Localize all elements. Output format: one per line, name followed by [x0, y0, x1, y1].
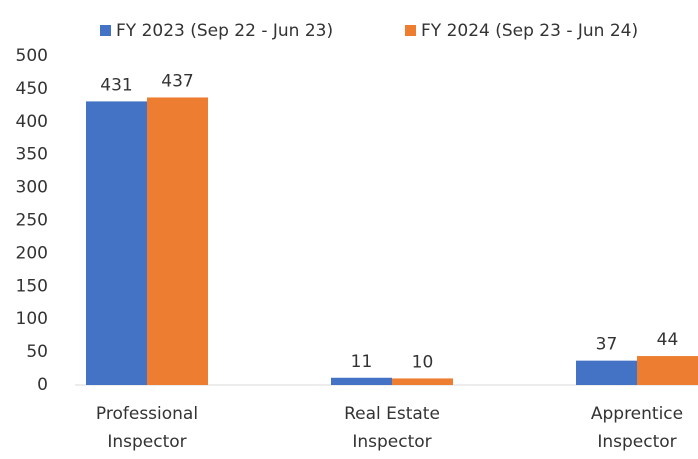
- data-label: 437: [161, 71, 193, 91]
- bar: [86, 101, 147, 385]
- y-tick-label: 150: [16, 276, 48, 296]
- bar: [637, 356, 698, 385]
- data-label: 37: [596, 335, 618, 355]
- bar: [331, 377, 392, 385]
- bar: [392, 378, 453, 385]
- y-tick-label: 250: [16, 211, 48, 231]
- legend-label: FY 2023 (Sep 22 - Jun 23): [116, 21, 333, 41]
- legend-swatch: [405, 25, 416, 36]
- y-tick-label: 350: [16, 145, 48, 165]
- bar: [147, 97, 208, 385]
- legend-swatch: [100, 25, 111, 36]
- y-tick-label: 500: [16, 46, 48, 66]
- data-label: 11: [351, 352, 373, 372]
- y-tick-label: 450: [16, 79, 48, 99]
- x-tick-label: Apprentice Inspector: [591, 404, 683, 452]
- x-tick-label: Real Estate Inspector: [344, 404, 440, 452]
- bar: [576, 360, 637, 385]
- y-tick-label: 300: [16, 178, 48, 198]
- y-tick-label: 100: [16, 309, 48, 329]
- y-tick-label: 200: [16, 243, 48, 263]
- y-tick-label: 0: [37, 375, 48, 395]
- data-label: 431: [100, 75, 132, 95]
- data-label: 44: [657, 330, 679, 350]
- data-label: 10: [412, 352, 434, 372]
- y-tick-label: 400: [16, 112, 48, 132]
- legend-label: FY 2024 (Sep 23 - Jun 24): [421, 21, 638, 41]
- y-tick-label: 50: [26, 342, 48, 362]
- x-tick-label: Professional Inspector: [96, 404, 198, 452]
